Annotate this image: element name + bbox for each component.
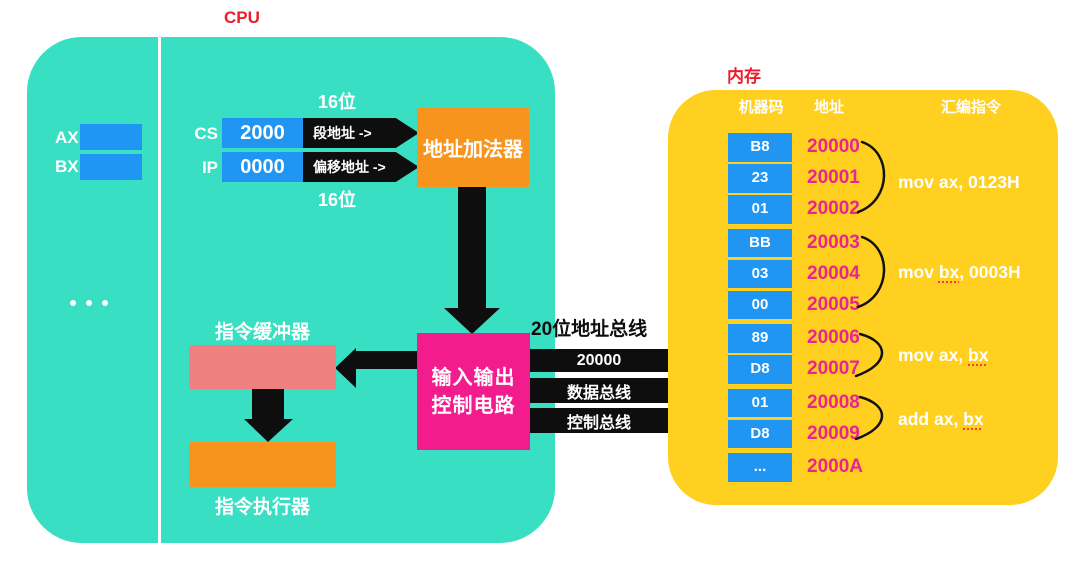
memory-code-cell: 23	[728, 164, 792, 193]
instruction-buffer-label: 指令缓冲器	[214, 322, 310, 343]
register-ip-label: IP	[201, 158, 218, 177]
asm-instruction: mov bx, 0003H	[898, 262, 1021, 282]
bits-bottom-label: 16位	[318, 190, 357, 210]
memory-address: 20008	[807, 391, 860, 413]
cpu-title: CPU	[224, 8, 260, 27]
register-bx-box	[80, 154, 142, 180]
memory-code-cell: B8	[728, 133, 792, 162]
memory-address: 2000A	[807, 456, 863, 477]
asm-instruction: add ax, bx	[898, 409, 984, 429]
offset-address-arrow: 偏移地址 ->	[303, 152, 419, 182]
register-bx-label: BX	[55, 157, 79, 176]
memory-address: 20005	[807, 293, 860, 315]
memory-address: 20004	[807, 262, 860, 284]
bits-top-label: 16位	[318, 92, 357, 112]
control-bus-bar: 控制总线	[530, 408, 668, 433]
register-ax-label: AX	[55, 128, 79, 147]
register-cs-label: CS	[194, 124, 218, 143]
address-bus-bar: 20000	[530, 349, 668, 372]
memory-code-cell: 03	[728, 259, 792, 288]
memory-code-cell: 01	[728, 388, 792, 417]
memory-header-machine-code: 机器码	[738, 99, 784, 116]
io-control-line1: 输入输出	[431, 366, 516, 389]
memory-code-cell: D8	[728, 355, 792, 384]
instruction-executor-label: 指令执行器	[214, 497, 310, 518]
register-ip-value: 0000	[222, 152, 303, 182]
asm-instruction: mov ax, 0123H	[898, 172, 1020, 192]
memory-address: 20002	[807, 198, 860, 219]
io-control-line2: 控制电路	[431, 394, 516, 417]
memory-code-cell: 00	[728, 290, 792, 319]
address-column: 20000 20001 20002 20003 20004 20005 2000…	[807, 133, 887, 482]
memory-code-cell: ...	[728, 453, 792, 482]
cpu-register-divider	[158, 37, 161, 543]
memory-address: 20006	[807, 327, 860, 348]
asm-instruction: mov ax, bx	[898, 345, 989, 365]
machine-code-column: B8 23 01 BB 03 00 89 D8 01 D8 ...	[728, 133, 792, 482]
instruction-buffer-box	[189, 345, 336, 389]
address-adder-box: 地址加法器	[417, 108, 529, 187]
memory-code-cell: 01	[728, 195, 792, 224]
memory-header-assembly: 汇编指令	[940, 99, 1001, 116]
register-cs-value: 2000	[222, 118, 303, 148]
address-bus-title: 20位地址总线	[531, 319, 648, 340]
memory-address: 20001	[807, 167, 860, 188]
instruction-executor-box	[189, 442, 336, 487]
memory-header-address: 地址	[813, 99, 844, 116]
io-control-box: 输入输出 控制电路	[417, 333, 530, 450]
data-bus-bar: 数据总线	[530, 378, 668, 403]
memory-code-cell: D8	[728, 419, 792, 448]
segment-address-arrow: 段地址 ->	[303, 118, 419, 148]
register-ax-box	[80, 124, 142, 150]
memory-code-cell: 89	[728, 324, 792, 353]
memory-address: 20003	[807, 231, 860, 253]
memory-title: 内存	[727, 67, 761, 86]
memory-address: 20007	[807, 358, 860, 379]
memory-address: 20000	[807, 136, 860, 157]
ellipsis-dots-icon	[70, 300, 120, 310]
memory-address: 20009	[807, 422, 860, 444]
memory-code-cell: BB	[728, 228, 792, 257]
